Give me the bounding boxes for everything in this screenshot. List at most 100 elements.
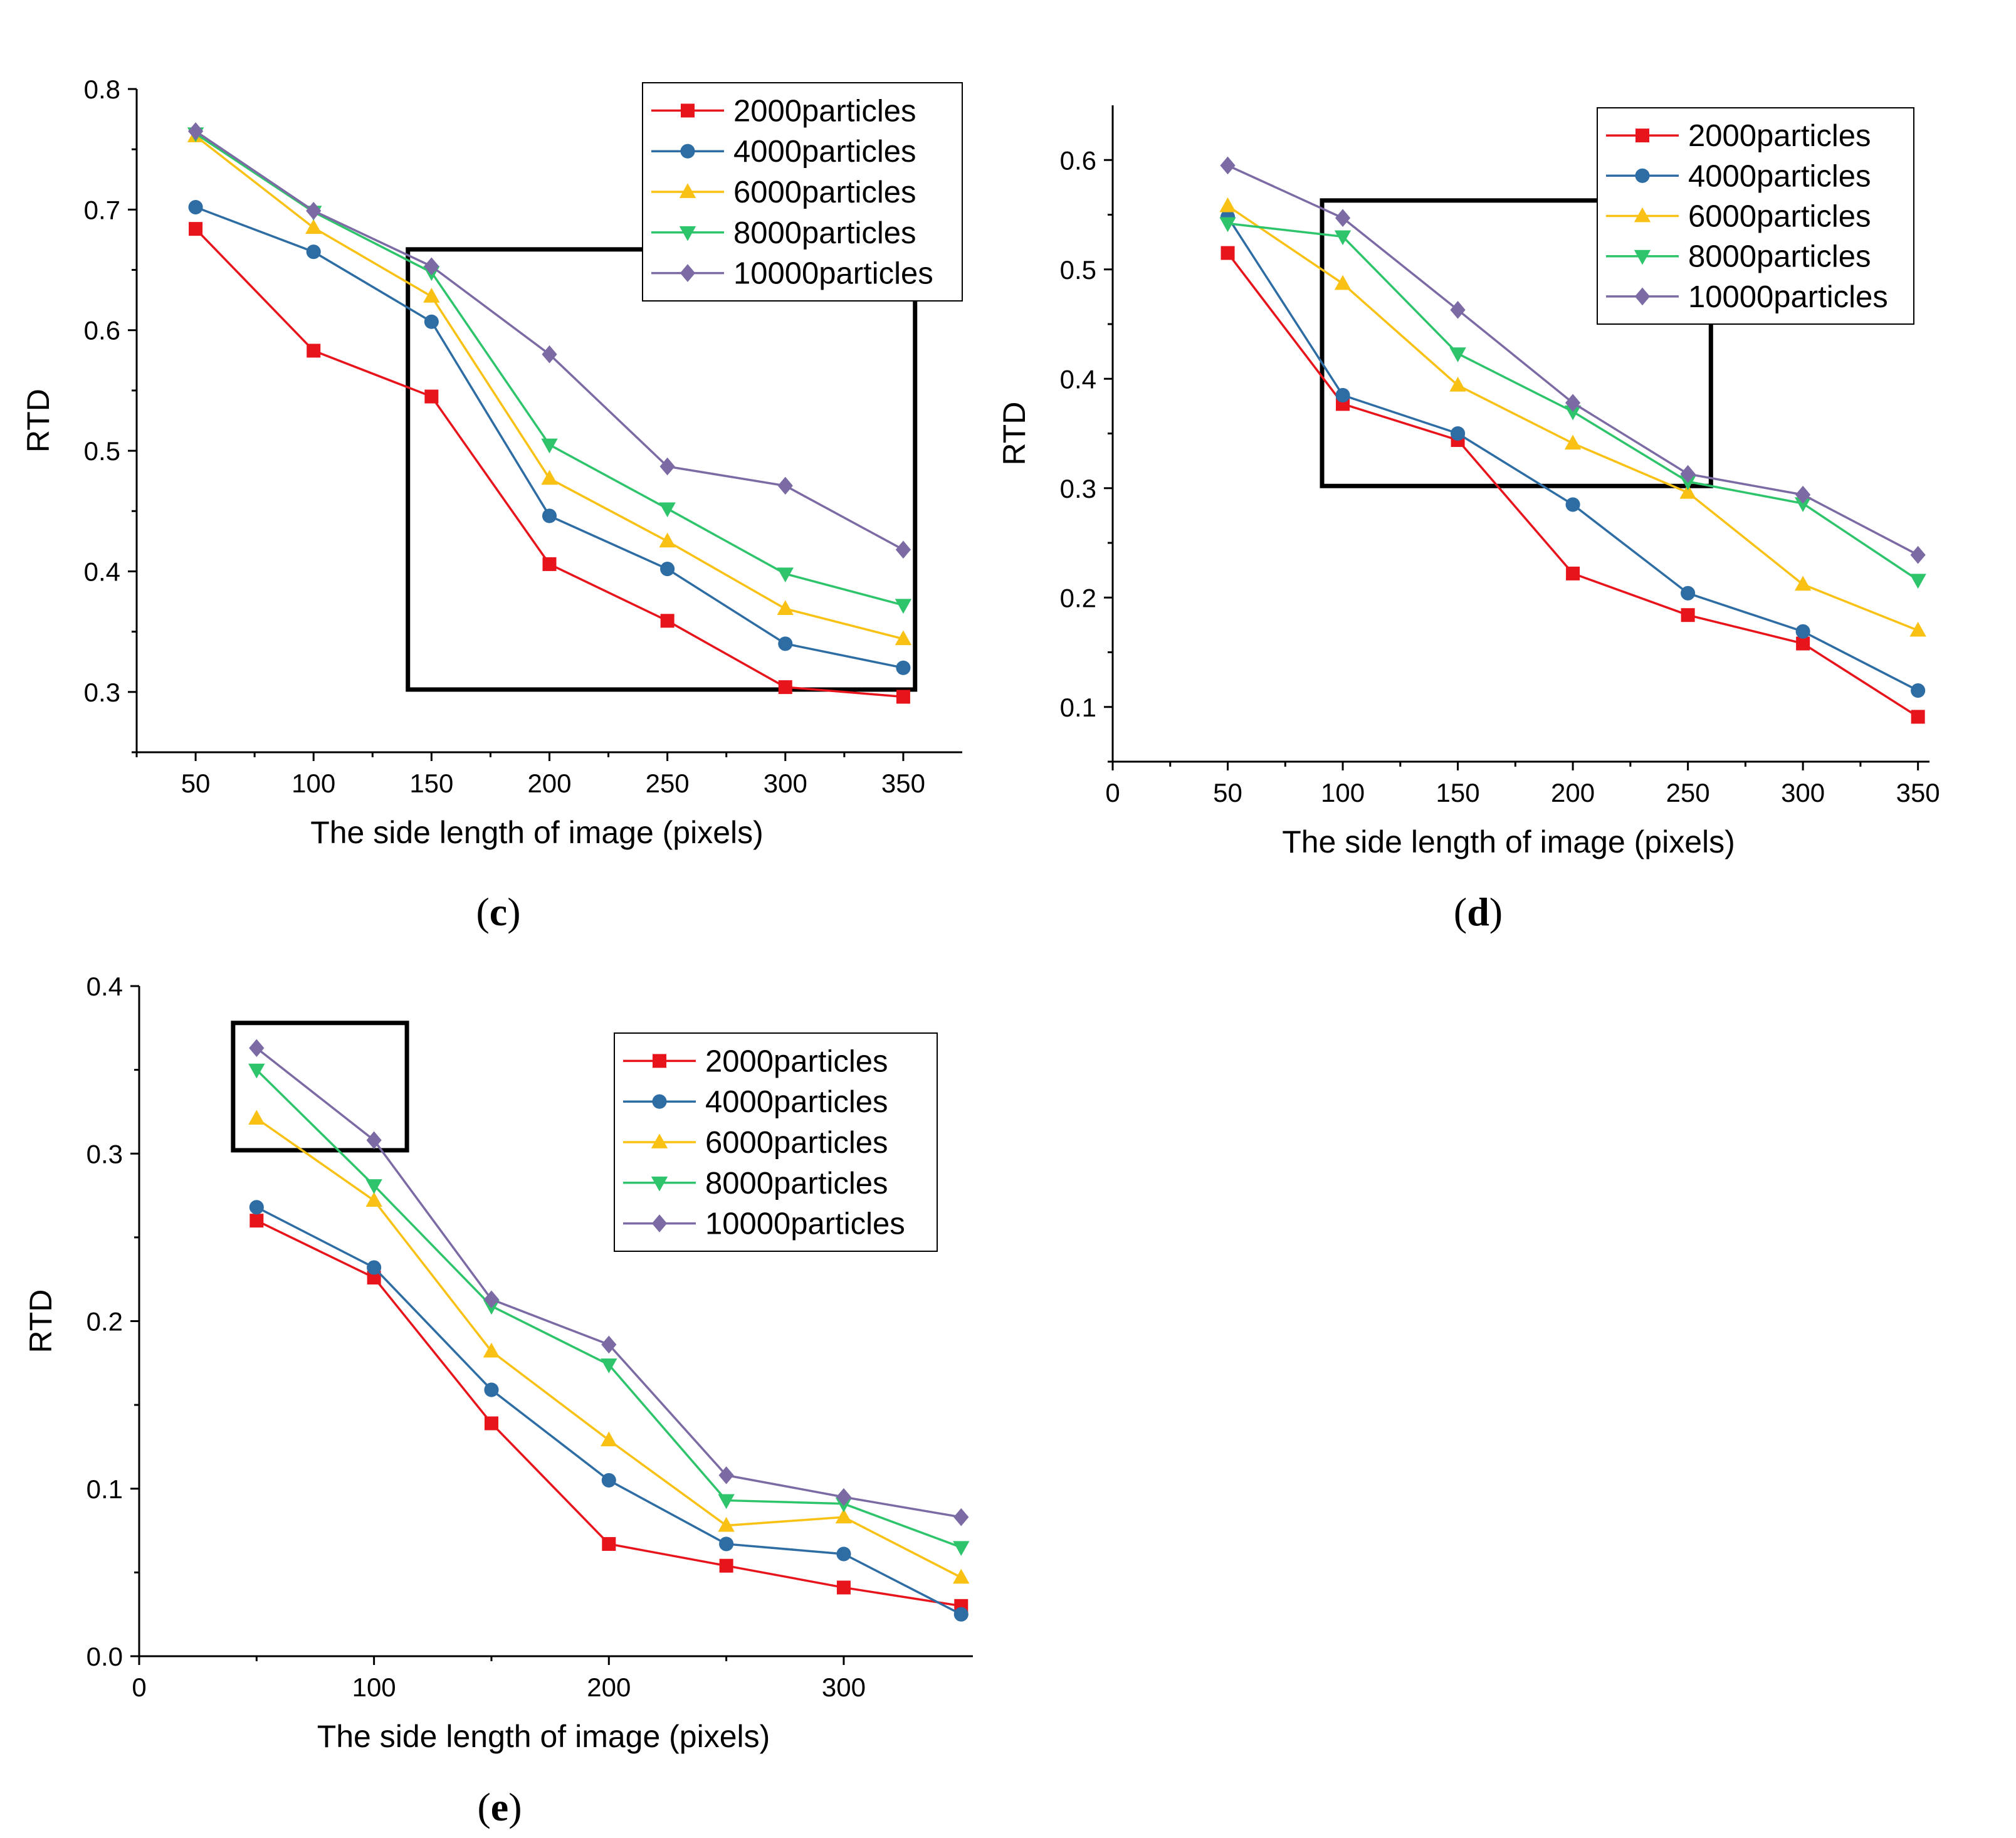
data-point [1794,497,1812,512]
data-point [424,257,439,276]
data-point [367,1271,381,1285]
legend-marker [653,1054,666,1068]
data-point [953,1568,970,1584]
data-point [1335,209,1351,228]
data-point [1796,636,1810,651]
legend-entry: 4000particles [705,1085,888,1119]
data-point [1335,387,1350,402]
legend-marker [652,1094,667,1109]
data-point [307,344,321,358]
y-tick-label: 0.8 [84,75,120,104]
data-point [1911,710,1925,724]
data-point [305,219,322,234]
legend-entry: 10000particles [705,1207,905,1241]
data-point [719,1536,734,1552]
legend-entry: 2000particles [1688,119,1871,153]
series-10000particles [249,1039,969,1526]
data-point [249,1214,264,1228]
data-point [306,201,322,220]
legend-entry: 2000particles [733,94,916,128]
legend-marker [1634,287,1651,306]
data-point [659,502,676,518]
data-point [895,599,912,614]
x-tick-label: 100 [1321,778,1365,807]
x-tick-label: 200 [1551,778,1595,807]
data-point [365,1179,382,1194]
y-tick-label: 0.5 [1060,255,1096,285]
data-point [306,244,321,260]
data-point [1564,434,1582,450]
data-point [835,1508,853,1524]
highlight-box [1320,198,1713,488]
x-tick-label: 300 [822,1673,866,1702]
data-point [1334,230,1352,246]
legend: 2000particles 4000particles 6000particles 8… [614,1032,938,1252]
x-tick-label: 100 [352,1673,396,1702]
y-axis-label: RTD [997,402,1032,466]
data-point [248,1110,265,1125]
y-tick-label: 0.1 [1060,693,1096,722]
data-point [777,567,794,583]
data-point [896,690,910,704]
data-point [1795,624,1810,639]
y-tick-label: 0.2 [1060,583,1096,612]
data-point [424,314,439,329]
y-tick-label: 0.3 [87,1139,123,1168]
legend-marker [679,183,696,198]
data-point [953,1607,969,1622]
x-axis-label: The side length of image (pixels) [317,1719,770,1754]
data-point [601,1358,617,1373]
legend-entry: 6000particles [1688,200,1871,234]
data-point [1220,156,1236,175]
data-point [1679,483,1696,499]
data-point [953,1508,969,1526]
data-point [660,614,675,628]
data-point [248,1063,265,1079]
y-axis-label: RTD [21,389,56,453]
y-axis-label: RTD [23,1289,58,1353]
series-line [256,1206,962,1615]
x-axis-label: The side length of image (pixels) [1282,824,1735,859]
data-point [1909,621,1926,637]
series-4000particles [188,199,911,675]
data-point [1564,405,1582,421]
data-point [542,557,557,571]
data-point [1219,217,1236,233]
data-point [1681,586,1696,601]
data-point [1681,608,1695,622]
data-point [601,1431,617,1447]
data-point [366,1131,382,1150]
x-tick-label: 200 [587,1673,631,1702]
legend-entry: 10000particles [733,257,933,291]
data-point [1794,575,1812,591]
data-point [836,1488,852,1506]
panel-label-d: (d) [1453,890,1503,934]
data-point [1451,426,1466,441]
legend-marker [1634,207,1651,223]
series-4000particles [249,1200,969,1622]
data-point [601,1473,616,1488]
y-tick-label: 0.6 [1060,145,1096,175]
x-tick-label: 300 [764,769,807,798]
data-point [836,1580,851,1595]
legend-marker [680,144,695,159]
data-point [1565,394,1581,412]
y-tick-label: 0.3 [1060,474,1096,503]
legend-marker [680,264,696,282]
data-point [895,630,912,646]
data-point [718,1494,735,1510]
chart-panel-c: 0.3 0.4 0.5 0.6 0.7 0.8 50 100 150 200 250 300 350 Th… [21,75,963,850]
panel-label-c: (c) [476,890,521,934]
x-tick-label: 250 [1666,778,1710,807]
legend-marker [679,226,696,241]
y-tick-label: 0.5 [84,436,120,466]
legend-entry: 8000particles [733,216,916,250]
data-point [249,1200,264,1215]
data-point [249,1039,265,1058]
data-point [1909,574,1926,589]
x-tick-label: 350 [1896,778,1940,807]
x-axis-label: The side length of image (pixels) [310,815,764,850]
data-point [188,199,203,215]
y-tick-label: 0.4 [1060,364,1096,394]
y-tick-label: 0.0 [87,1642,123,1671]
